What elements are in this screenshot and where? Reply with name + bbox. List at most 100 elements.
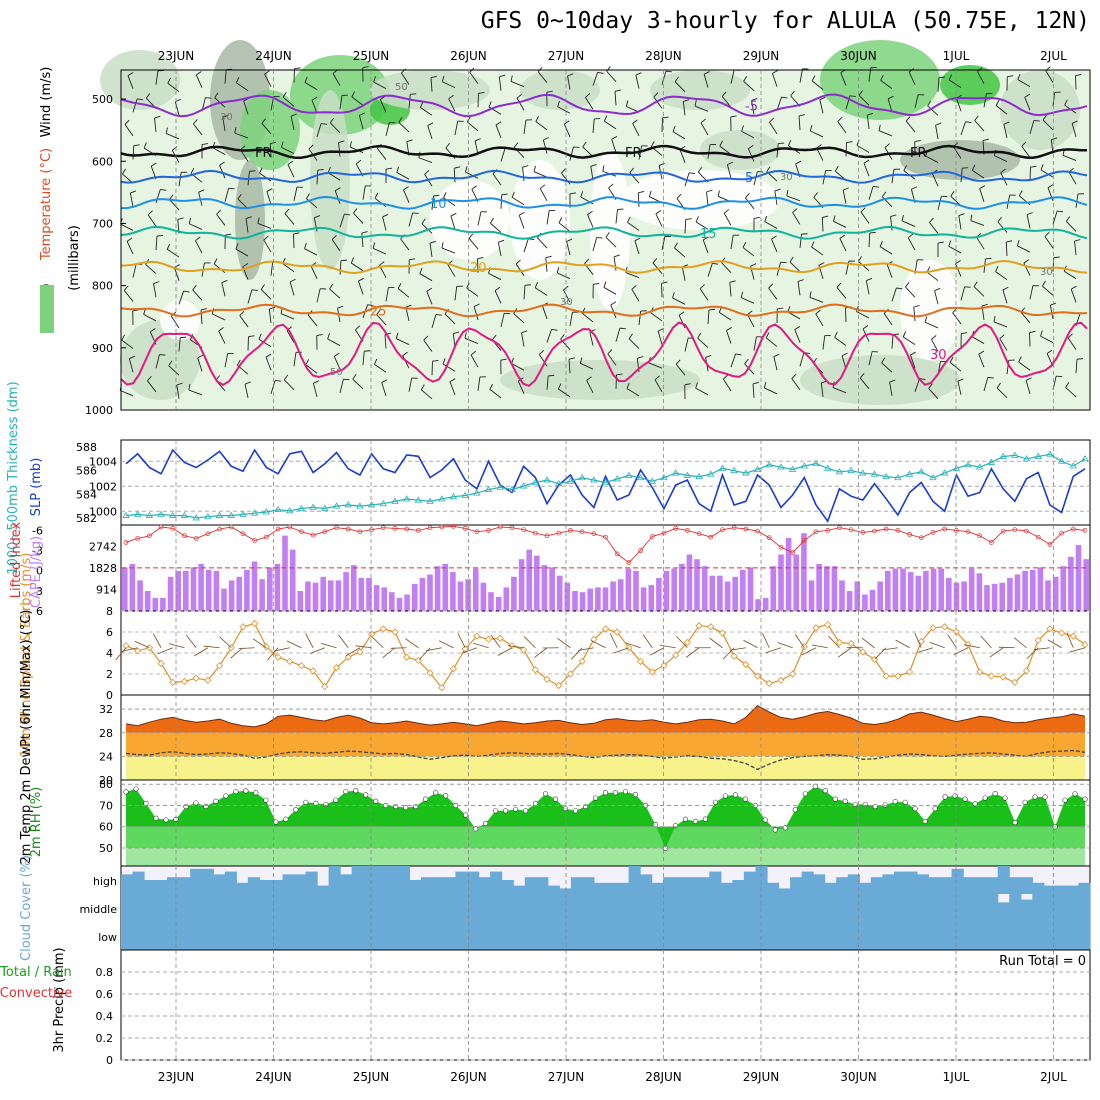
li-point: [380, 525, 386, 531]
cloud-bar: [767, 894, 780, 922]
wind-speed-point: [906, 668, 914, 676]
wind-barb: [466, 121, 479, 132]
wind-barb: [865, 280, 870, 295]
cape-bar: [671, 568, 677, 611]
li-point: [486, 528, 491, 533]
wind-speed-point: [648, 668, 656, 676]
thickness-point: [531, 478, 540, 485]
wind-barb: [379, 99, 387, 113]
wind-barb: [815, 313, 824, 327]
cloud-bar: [536, 877, 549, 894]
wind-barb-feather: [791, 373, 797, 379]
wind-barb: [421, 223, 433, 234]
wind-barb: [316, 123, 322, 138]
wind-barb: [937, 196, 942, 210]
wind-barb-feather: [123, 285, 129, 291]
thickness-point: [753, 465, 762, 472]
cape-bar: [396, 598, 403, 611]
wind-speed-point: [1046, 625, 1054, 633]
wind-barb: [546, 375, 549, 390]
wind-barb: [155, 70, 159, 85]
wind-barb-feather: [568, 357, 575, 360]
wind-barb-feather: [245, 216, 252, 219]
wind-barb: [132, 98, 138, 113]
wind-barb-feather: [192, 284, 197, 291]
thickness-point: [379, 499, 387, 507]
li-point: [743, 526, 749, 532]
surface-wind-barb: [186, 634, 197, 648]
wind-barb: [787, 311, 801, 320]
surface-wind-barb: [168, 643, 185, 649]
surface-wind-barb: [795, 634, 805, 648]
isotherm-label: 25: [370, 305, 387, 320]
wind-speed-point: [332, 664, 341, 672]
wind-barb-feather: [167, 77, 171, 84]
temperature-area: [126, 705, 1085, 733]
cloud-bar: [155, 880, 168, 894]
thickness-tick: 584: [76, 488, 97, 501]
wind-barb-feather: [819, 96, 826, 101]
wind-barb: [978, 354, 985, 368]
wind-barb-feather: [1076, 358, 1083, 360]
wind-barb: [655, 213, 663, 227]
wind-barb-feather: [632, 119, 638, 124]
wind-barb: [448, 98, 456, 112]
wind-barb: [816, 147, 824, 161]
thickness-point: [367, 501, 376, 508]
wind-barb: [477, 376, 481, 391]
thickness-point: [461, 491, 469, 498]
wind-barb-feather: [124, 119, 130, 125]
surface-wind-barb: [1066, 632, 1074, 648]
pressure-tick: 800: [92, 280, 113, 293]
wind-speed-point: [180, 677, 189, 685]
rh-point: [712, 799, 718, 805]
wind-barb-feather: [1046, 349, 1053, 354]
thickness-point: [426, 497, 434, 504]
wind-barb-feather: [778, 142, 785, 145]
cloud-bar: [1009, 894, 1022, 922]
li-point: [287, 524, 293, 530]
wind-barb-feather: [551, 328, 558, 331]
li-tick: -3: [32, 545, 43, 558]
cloud-bar: [720, 894, 733, 922]
cloud-bar: [409, 880, 422, 894]
wind-barb-feather: [924, 316, 928, 323]
rh-contour-label: 30: [1040, 267, 1053, 278]
wind-barb-feather: [196, 71, 202, 76]
cloud-bar: [651, 882, 664, 894]
wind-barb-feather: [593, 282, 600, 285]
wind-barb: [1074, 241, 1077, 256]
surface-wind-barb: [765, 647, 782, 654]
wind-barb: [282, 96, 295, 107]
wind-barb: [155, 354, 160, 369]
cape-bar: [518, 559, 525, 611]
cloud-bar: [455, 894, 468, 922]
rh-point: [213, 798, 219, 804]
wind-barb: [653, 96, 663, 109]
rh-point: [822, 788, 828, 794]
wind-speed-point: [672, 651, 680, 659]
wind-barb: [637, 192, 640, 207]
wind-barb-feather: [294, 67, 301, 70]
wind-barb: [327, 172, 341, 181]
wind-barb: [500, 194, 503, 209]
wind-barb-feather: [214, 92, 219, 98]
wind-barb: [1049, 305, 1054, 320]
surface-wind-barb: [828, 635, 840, 649]
wind-barb-feather: [154, 115, 161, 119]
thickness-point: [940, 469, 949, 476]
wind-barb-feather: [957, 378, 964, 382]
wind-barb: [927, 105, 939, 116]
cloud-bar: [494, 922, 507, 950]
wind-speed-point: [613, 628, 621, 636]
rh-tick: 50: [99, 842, 113, 855]
cloud-bar: [354, 922, 367, 950]
cloud-bar: [524, 894, 537, 922]
wind-barb-feather: [929, 217, 934, 223]
wind-barb-feather: [321, 123, 328, 125]
wind-barb: [957, 381, 962, 395]
li-point: [626, 560, 632, 565]
date-label-bottom: 25JUN: [353, 1070, 390, 1084]
wind-barb: [626, 388, 640, 397]
wind-barb-feather: [304, 76, 308, 83]
